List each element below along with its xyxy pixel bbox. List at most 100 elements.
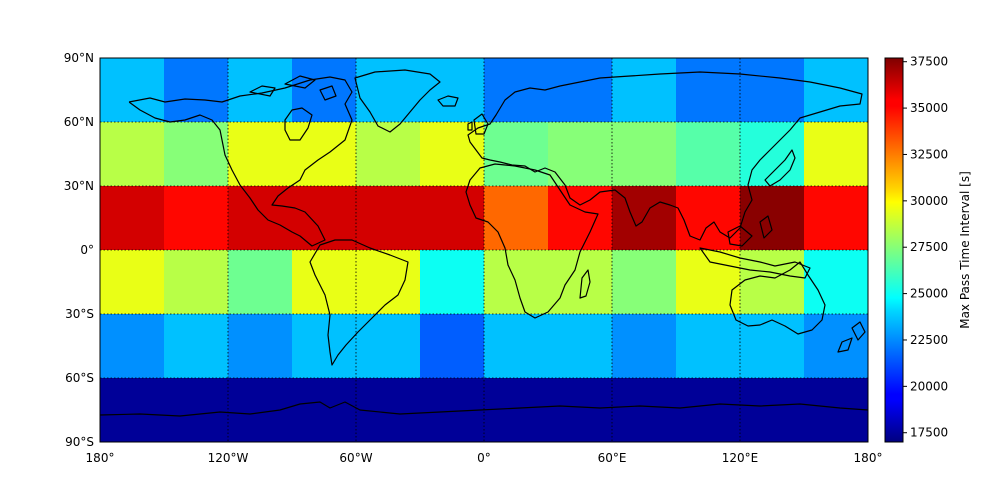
heatmap-cell xyxy=(484,122,549,187)
coastline-iceland xyxy=(437,95,459,107)
latitude-tick-labels: 90°N 60°N 30°N 0° 30°S 60°S 90°S xyxy=(64,51,94,449)
heatmap-cell xyxy=(292,314,357,379)
heatmap-cell xyxy=(100,250,165,315)
latitude-tick-label: 0° xyxy=(80,243,94,257)
heatmap-cell xyxy=(420,122,485,187)
colorbar-tick-label: 22500 xyxy=(910,333,948,347)
heatmap-cell xyxy=(740,58,805,123)
heatmap-cell xyxy=(420,186,485,251)
heatmap-cell xyxy=(420,58,485,123)
coastline-hudson-bay xyxy=(284,107,313,141)
coastline-japan xyxy=(764,149,796,187)
heatmap-cell xyxy=(676,122,741,187)
heatmap-cell xyxy=(548,314,613,379)
heatmap-cell xyxy=(356,186,421,251)
colorbar-tick-label: 37500 xyxy=(910,55,948,69)
heatmap-cell xyxy=(356,58,421,123)
coastline-new-zealand xyxy=(837,321,866,353)
heatmap-cell xyxy=(548,122,613,187)
heatmap-cell xyxy=(100,314,165,379)
heatmap-cell xyxy=(740,186,805,251)
heatmap-cell xyxy=(420,250,485,315)
graticule xyxy=(100,58,868,442)
colorbar-label: Max Pass Time Interval [s] xyxy=(958,171,972,329)
colorbar-tick-label: 27500 xyxy=(910,240,948,254)
longitude-tick-label: 180° xyxy=(854,451,883,465)
longitude-tick-label: 120°E xyxy=(722,451,759,465)
coastline-australia xyxy=(729,261,826,335)
coastline-madagascar xyxy=(579,269,591,299)
heatmap-cell xyxy=(484,186,549,251)
longitude-tick-label: 60°W xyxy=(339,451,372,465)
heatmap-cell xyxy=(548,58,613,123)
latitude-tick-label: 30°N xyxy=(64,179,94,193)
coastline-north-america xyxy=(128,76,353,247)
heatmap-cell xyxy=(676,314,741,379)
heatmap-cell xyxy=(100,378,165,443)
longitude-tick-labels: 180° 120°W 60°W 0° 60°E 120°E 180° xyxy=(86,451,883,465)
heatmap-cell xyxy=(164,58,229,123)
heatmap-cell xyxy=(100,186,165,251)
heatmap-cell xyxy=(548,378,613,443)
heatmap-cell xyxy=(612,122,677,187)
heatmap-cell xyxy=(228,58,293,123)
heatmap-cell xyxy=(612,378,677,443)
colorbar-tick-label: 30000 xyxy=(910,194,948,208)
heatmap-cell xyxy=(420,314,485,379)
heatmap-cell xyxy=(228,314,293,379)
heatmap-cell xyxy=(676,186,741,251)
colorbar-tick-label: 35000 xyxy=(910,101,948,115)
longitude-tick-label: 180° xyxy=(86,451,115,465)
heatmap-cell xyxy=(292,250,357,315)
heatmap-cell xyxy=(804,122,869,187)
colorbar-gradient xyxy=(884,57,904,443)
latitude-tick-label: 90°S xyxy=(65,435,94,449)
map-frame xyxy=(99,57,869,443)
heatmap-cell xyxy=(484,250,549,315)
heatmap-cell xyxy=(228,250,293,315)
heatmap-cell xyxy=(612,314,677,379)
heatmap-cell xyxy=(356,314,421,379)
colorbar-tick-label: 25000 xyxy=(910,287,948,301)
heatmap-cell xyxy=(804,186,869,251)
heatmap-cell xyxy=(484,58,549,123)
heatmap-cell xyxy=(164,122,229,187)
coastline-british-isles xyxy=(467,113,489,135)
heatmap-cell xyxy=(804,58,869,123)
heatmap-cell xyxy=(292,378,357,443)
heatmap-cell xyxy=(292,58,357,123)
longitude-tick-label: 60°E xyxy=(598,451,627,465)
longitude-tick-label: 120°W xyxy=(208,451,249,465)
heatmap-cell xyxy=(548,186,613,251)
heatmap-cell xyxy=(228,378,293,443)
heatmap-cell xyxy=(164,186,229,251)
heatmap-cell xyxy=(804,250,869,315)
heatmap-cell xyxy=(164,250,229,315)
colorbar: 17500 20000 22500 25000 27500 30000 32500 35000… xyxy=(884,55,972,443)
heatmap-cell xyxy=(484,314,549,379)
coastline-eurasia xyxy=(467,71,863,241)
coastline-antarctica xyxy=(100,401,868,417)
colorbar-tick-label: 32500 xyxy=(910,147,948,161)
heatmap-cell xyxy=(548,250,613,315)
colorbar-tick-label: 20000 xyxy=(910,379,948,393)
heatmap-cell xyxy=(356,250,421,315)
heatmap-cell xyxy=(740,314,805,379)
heatmap-cell xyxy=(100,58,165,123)
heatmap-cell xyxy=(164,378,229,443)
heatmap-cell xyxy=(228,186,293,251)
heatmap-cell xyxy=(740,378,805,443)
coastline-se-asia-islands xyxy=(699,215,811,279)
heatmap-cell xyxy=(804,378,869,443)
coastline-greenland xyxy=(354,69,441,133)
heatmap-cell xyxy=(612,58,677,123)
latitude-tick-label: 30°S xyxy=(65,307,94,321)
colorbar-tick-label: 17500 xyxy=(910,426,948,440)
latitude-tick-label: 90°N xyxy=(64,51,94,65)
coastline-arctic-islands xyxy=(249,75,337,101)
heatmap-cell xyxy=(164,314,229,379)
heatmap-cell xyxy=(676,378,741,443)
latitude-tick-label: 60°N xyxy=(64,115,94,129)
